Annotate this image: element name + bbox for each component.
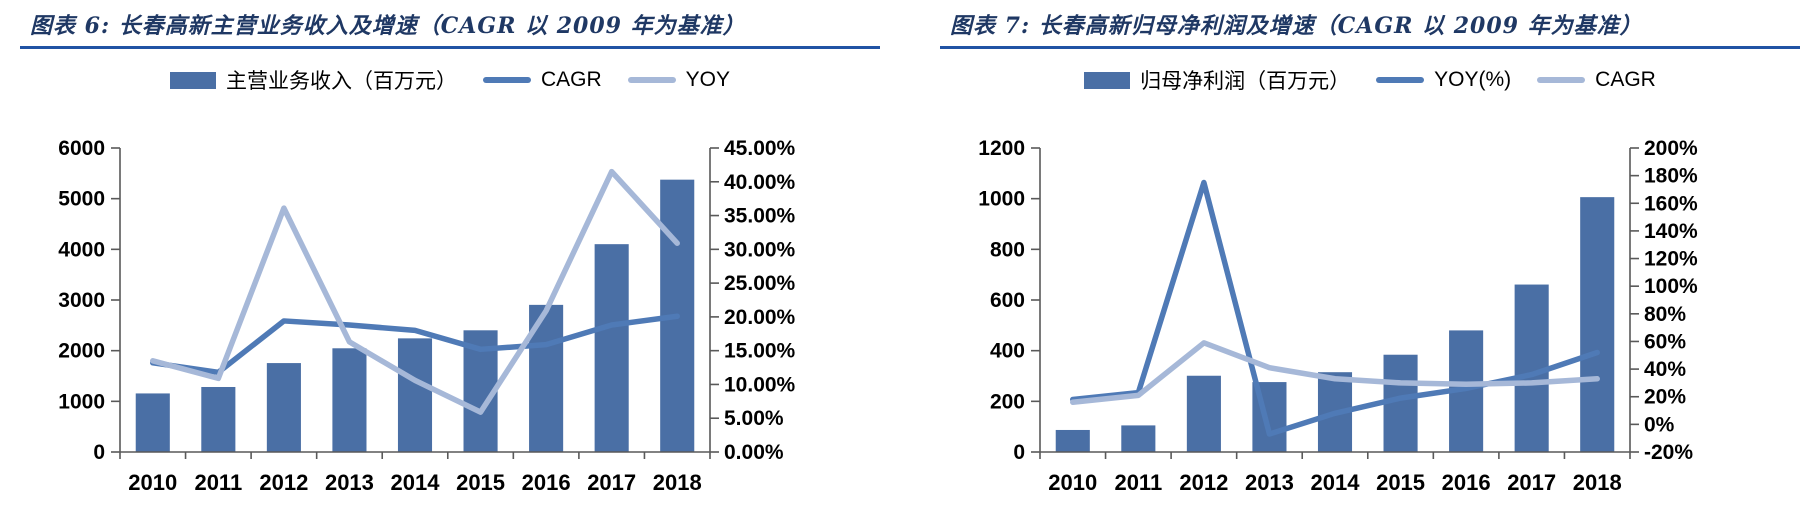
figure-6-legend: 主营业务收入（百万元） CAGR YOY bbox=[20, 62, 880, 98]
x-axis-label: 2015 bbox=[1376, 470, 1425, 495]
left-axis-label: 0 bbox=[1013, 441, 1025, 464]
right-axis-label: 100% bbox=[1644, 275, 1698, 298]
bar-2013 bbox=[332, 348, 367, 452]
left-axis-label: 600 bbox=[990, 289, 1025, 312]
left-axis-label: 1200 bbox=[978, 137, 1025, 160]
right-axis-label: 200% bbox=[1644, 137, 1698, 160]
x-axis-label: 2018 bbox=[653, 470, 702, 495]
x-axis-label: 2010 bbox=[128, 470, 177, 495]
x-axis-label: 2012 bbox=[259, 470, 308, 495]
left-axis-label: 1000 bbox=[978, 188, 1025, 211]
legend-item-CAGR-label: CAGR bbox=[1595, 68, 1656, 91]
legend-item-bar-label: 主营业务收入（百万元） bbox=[225, 70, 457, 93]
left-axis-label: 3000 bbox=[58, 289, 105, 312]
figure-7-legend: 归母净利润（百万元） YOY(%) CAGR bbox=[940, 62, 1800, 98]
figure-6-title: 图表 6: 长春高新主营业务收入及增速（CAGR 以 2009 年为基准） bbox=[30, 13, 746, 39]
line-series-CAGR bbox=[150, 313, 680, 376]
bar-2014 bbox=[397, 338, 433, 452]
right-axis-label: 140% bbox=[1644, 220, 1698, 243]
legend-item-CAGR-swatch bbox=[482, 77, 531, 83]
left-axis-label: 5000 bbox=[58, 188, 105, 211]
right-axis-label: 30.00% bbox=[724, 238, 796, 261]
x-axis-label: 2011 bbox=[1114, 470, 1162, 495]
x-axis-label: 2010 bbox=[1048, 470, 1097, 495]
figure-6-title-underline bbox=[20, 46, 880, 49]
left-axis-label: 200 bbox=[990, 390, 1025, 413]
x-axis-label: 2013 bbox=[325, 470, 374, 495]
right-axis-label: 20.00% bbox=[724, 306, 796, 329]
bar-2010 bbox=[135, 393, 170, 452]
bar-2011 bbox=[1121, 425, 1156, 452]
figure-7-title-underline bbox=[940, 46, 1800, 49]
figure-7-panel: 图表 7: 长春高新归母净利润及增速（CAGR 以 2009 年为基准） 归母净… bbox=[940, 0, 1800, 524]
right-axis-label: -20% bbox=[1644, 441, 1693, 464]
legend-item-bar-swatch bbox=[1084, 71, 1131, 89]
left-axis-label: 6000 bbox=[58, 137, 105, 160]
legend-item-YOY: YOY bbox=[627, 68, 731, 92]
x-axis-label: 2017 bbox=[587, 470, 636, 495]
line-series-YOY bbox=[150, 168, 680, 415]
left-axis-label: 400 bbox=[990, 340, 1025, 363]
right-axis-label: 0% bbox=[1644, 413, 1675, 436]
bar-2018 bbox=[1580, 197, 1615, 452]
right-axis-label: 60% bbox=[1644, 330, 1686, 353]
legend-item-bar-swatch bbox=[169, 71, 216, 89]
bar-2011 bbox=[201, 386, 236, 452]
left-axis-label: 1000 bbox=[58, 390, 105, 413]
right-axis-label: 35.00% bbox=[724, 205, 796, 228]
x-axis-label: 2017 bbox=[1507, 470, 1556, 495]
right-axis-label: 80% bbox=[1644, 303, 1686, 326]
bar-2012 bbox=[266, 363, 301, 452]
legend-item-YOY(%)-label: YOY(%) bbox=[1434, 68, 1512, 91]
bar-2012 bbox=[1186, 375, 1221, 452]
x-axis-label: 2012 bbox=[1179, 470, 1228, 495]
left-axis-label: 0 bbox=[93, 441, 105, 464]
x-axis-label: 2014 bbox=[391, 470, 441, 495]
x-axis-label: 2011 bbox=[194, 470, 242, 495]
legend-item-YOY-swatch bbox=[627, 77, 676, 83]
left-axis-label: 800 bbox=[990, 238, 1025, 261]
right-axis-label: 45.00% bbox=[724, 137, 796, 160]
legend-item-CAGR: CAGR bbox=[1537, 68, 1656, 92]
legend-item-CAGR: CAGR bbox=[482, 68, 602, 92]
legend-item-CAGR-label: CAGR bbox=[540, 68, 602, 91]
legend-item-YOY(%)-swatch bbox=[1376, 77, 1425, 83]
right-axis-label: 180% bbox=[1644, 165, 1698, 188]
x-axis-label: 2016 bbox=[1442, 470, 1491, 495]
line-series-CAGR bbox=[1070, 340, 1600, 406]
right-axis-label: 25.00% bbox=[724, 272, 796, 295]
right-axis-label: 40% bbox=[1644, 358, 1686, 381]
bar-2017 bbox=[594, 244, 629, 452]
legend-item-bar: 主营业务收入（百万元） bbox=[169, 65, 457, 95]
legend-item-YOY(%): YOY(%) bbox=[1376, 68, 1511, 92]
x-axis-label: 2016 bbox=[522, 470, 571, 495]
right-axis-label: 20% bbox=[1644, 386, 1686, 409]
right-axis-label: 5.00% bbox=[724, 407, 784, 430]
left-axis-label: 2000 bbox=[58, 340, 105, 363]
right-axis-label: 160% bbox=[1644, 192, 1698, 215]
figure-7-chart: 0 200 400 600 800 1000 1200 -20% 0% 20% 40% 60% 80% 1… bbox=[978, 137, 1698, 495]
left-axis-label: 4000 bbox=[58, 238, 105, 261]
right-axis-label: 15.00% bbox=[724, 340, 796, 363]
x-axis-label: 2015 bbox=[456, 470, 505, 495]
right-axis-label: 10.00% bbox=[724, 373, 796, 396]
right-axis-label: 0.00% bbox=[724, 441, 784, 464]
legend-item-CAGR-swatch bbox=[1537, 77, 1586, 83]
figure-7-title: 图表 7: 长春高新归母净利润及增速（CAGR 以 2009 年为基准） bbox=[950, 13, 1643, 39]
x-axis-label: 2013 bbox=[1245, 470, 1294, 495]
line-series-YOY(%) bbox=[1070, 179, 1600, 437]
right-axis-label: 120% bbox=[1644, 248, 1698, 271]
bar-2010 bbox=[1055, 429, 1090, 452]
x-axis-label: 2014 bbox=[1311, 470, 1361, 495]
figure-6-chart: 0 1000 2000 3000 4000 5000 6000 0.00% 5.00% 10.00… bbox=[58, 137, 796, 495]
legend-item-bar: 归母净利润（百万元） bbox=[1084, 65, 1350, 95]
legend-item-bar-label: 归母净利润（百万元） bbox=[1140, 70, 1351, 93]
right-axis-label: 40.00% bbox=[724, 171, 796, 194]
legend-item-YOY-label: YOY bbox=[685, 68, 731, 91]
x-axis-label: 2018 bbox=[1573, 470, 1622, 495]
figure-6-panel: 图表 6: 长春高新主营业务收入及增速（CAGR 以 2009 年为基准） 主营… bbox=[20, 0, 880, 524]
